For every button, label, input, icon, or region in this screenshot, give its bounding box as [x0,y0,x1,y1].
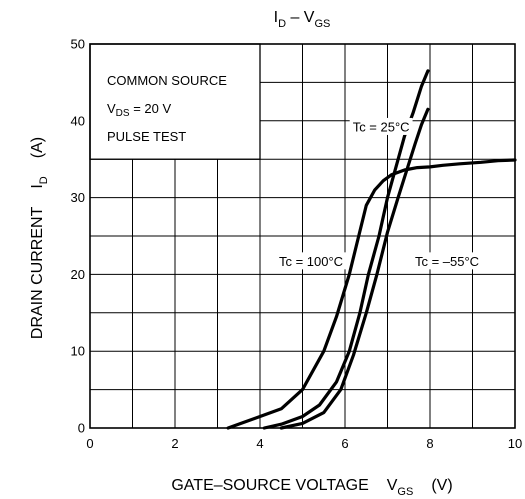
annotation-tc-minus55c: Tc = –55°C [415,254,479,269]
x-tick-label: 8 [426,436,433,451]
x-tick-label: 6 [341,436,348,451]
annotation-tc-100c-background [275,252,347,270]
annotation-tc-25c-group: Tc = 25°C [349,117,413,135]
curve-tc-minus55c [279,107,430,430]
x-tick-label: 2 [171,436,178,451]
y-tick-label: 40 [71,113,85,128]
chart-title: ID – VGS [274,9,331,30]
y-tick-label: 0 [78,421,85,436]
tick-labels: 0 2 4 6 8 10 0 10 20 30 40 50 [71,37,523,452]
legend-box-line1: COMMON SOURCE [107,73,227,88]
x-tick-label: 10 [508,436,522,451]
legend-box: COMMON SOURCE VDS = 20 V PULSE TEST [89,43,261,160]
y-tick-label: 30 [71,190,85,205]
annotation-tc-100c-group: Tc = 100°C [275,252,347,270]
annotations: Tc = 25°C Tc = 100°C Tc = –55°C [275,117,483,270]
curve-tc-100c [226,158,517,430]
annotation-tc-minus55c-background [411,252,483,270]
annotation-tc-100c: Tc = 100°C [279,254,343,269]
y-tick-label: 50 [71,37,85,52]
x-tick-label: 0 [86,436,93,451]
legend-box-line3: PULSE TEST [107,129,186,144]
plot-frame [89,43,516,429]
annotation-tc-minus55c-group: Tc = –55°C [411,252,483,270]
y-tick-label: 10 [71,344,85,359]
y-tick-label: 20 [71,267,85,282]
legend-box-line2: VDS = 20 V [107,101,171,119]
x-axis-label: GATE–SOURCE VOLTAGE VGS (V) [171,477,452,498]
y-axis-label: DRAIN CURRENTID(A) [29,137,50,339]
x-tick-label: 4 [256,436,263,451]
annotation-tc-25c-background [349,117,413,135]
annotation-tc-25c: Tc = 25°C [353,119,410,134]
legend-box-background [89,43,261,160]
